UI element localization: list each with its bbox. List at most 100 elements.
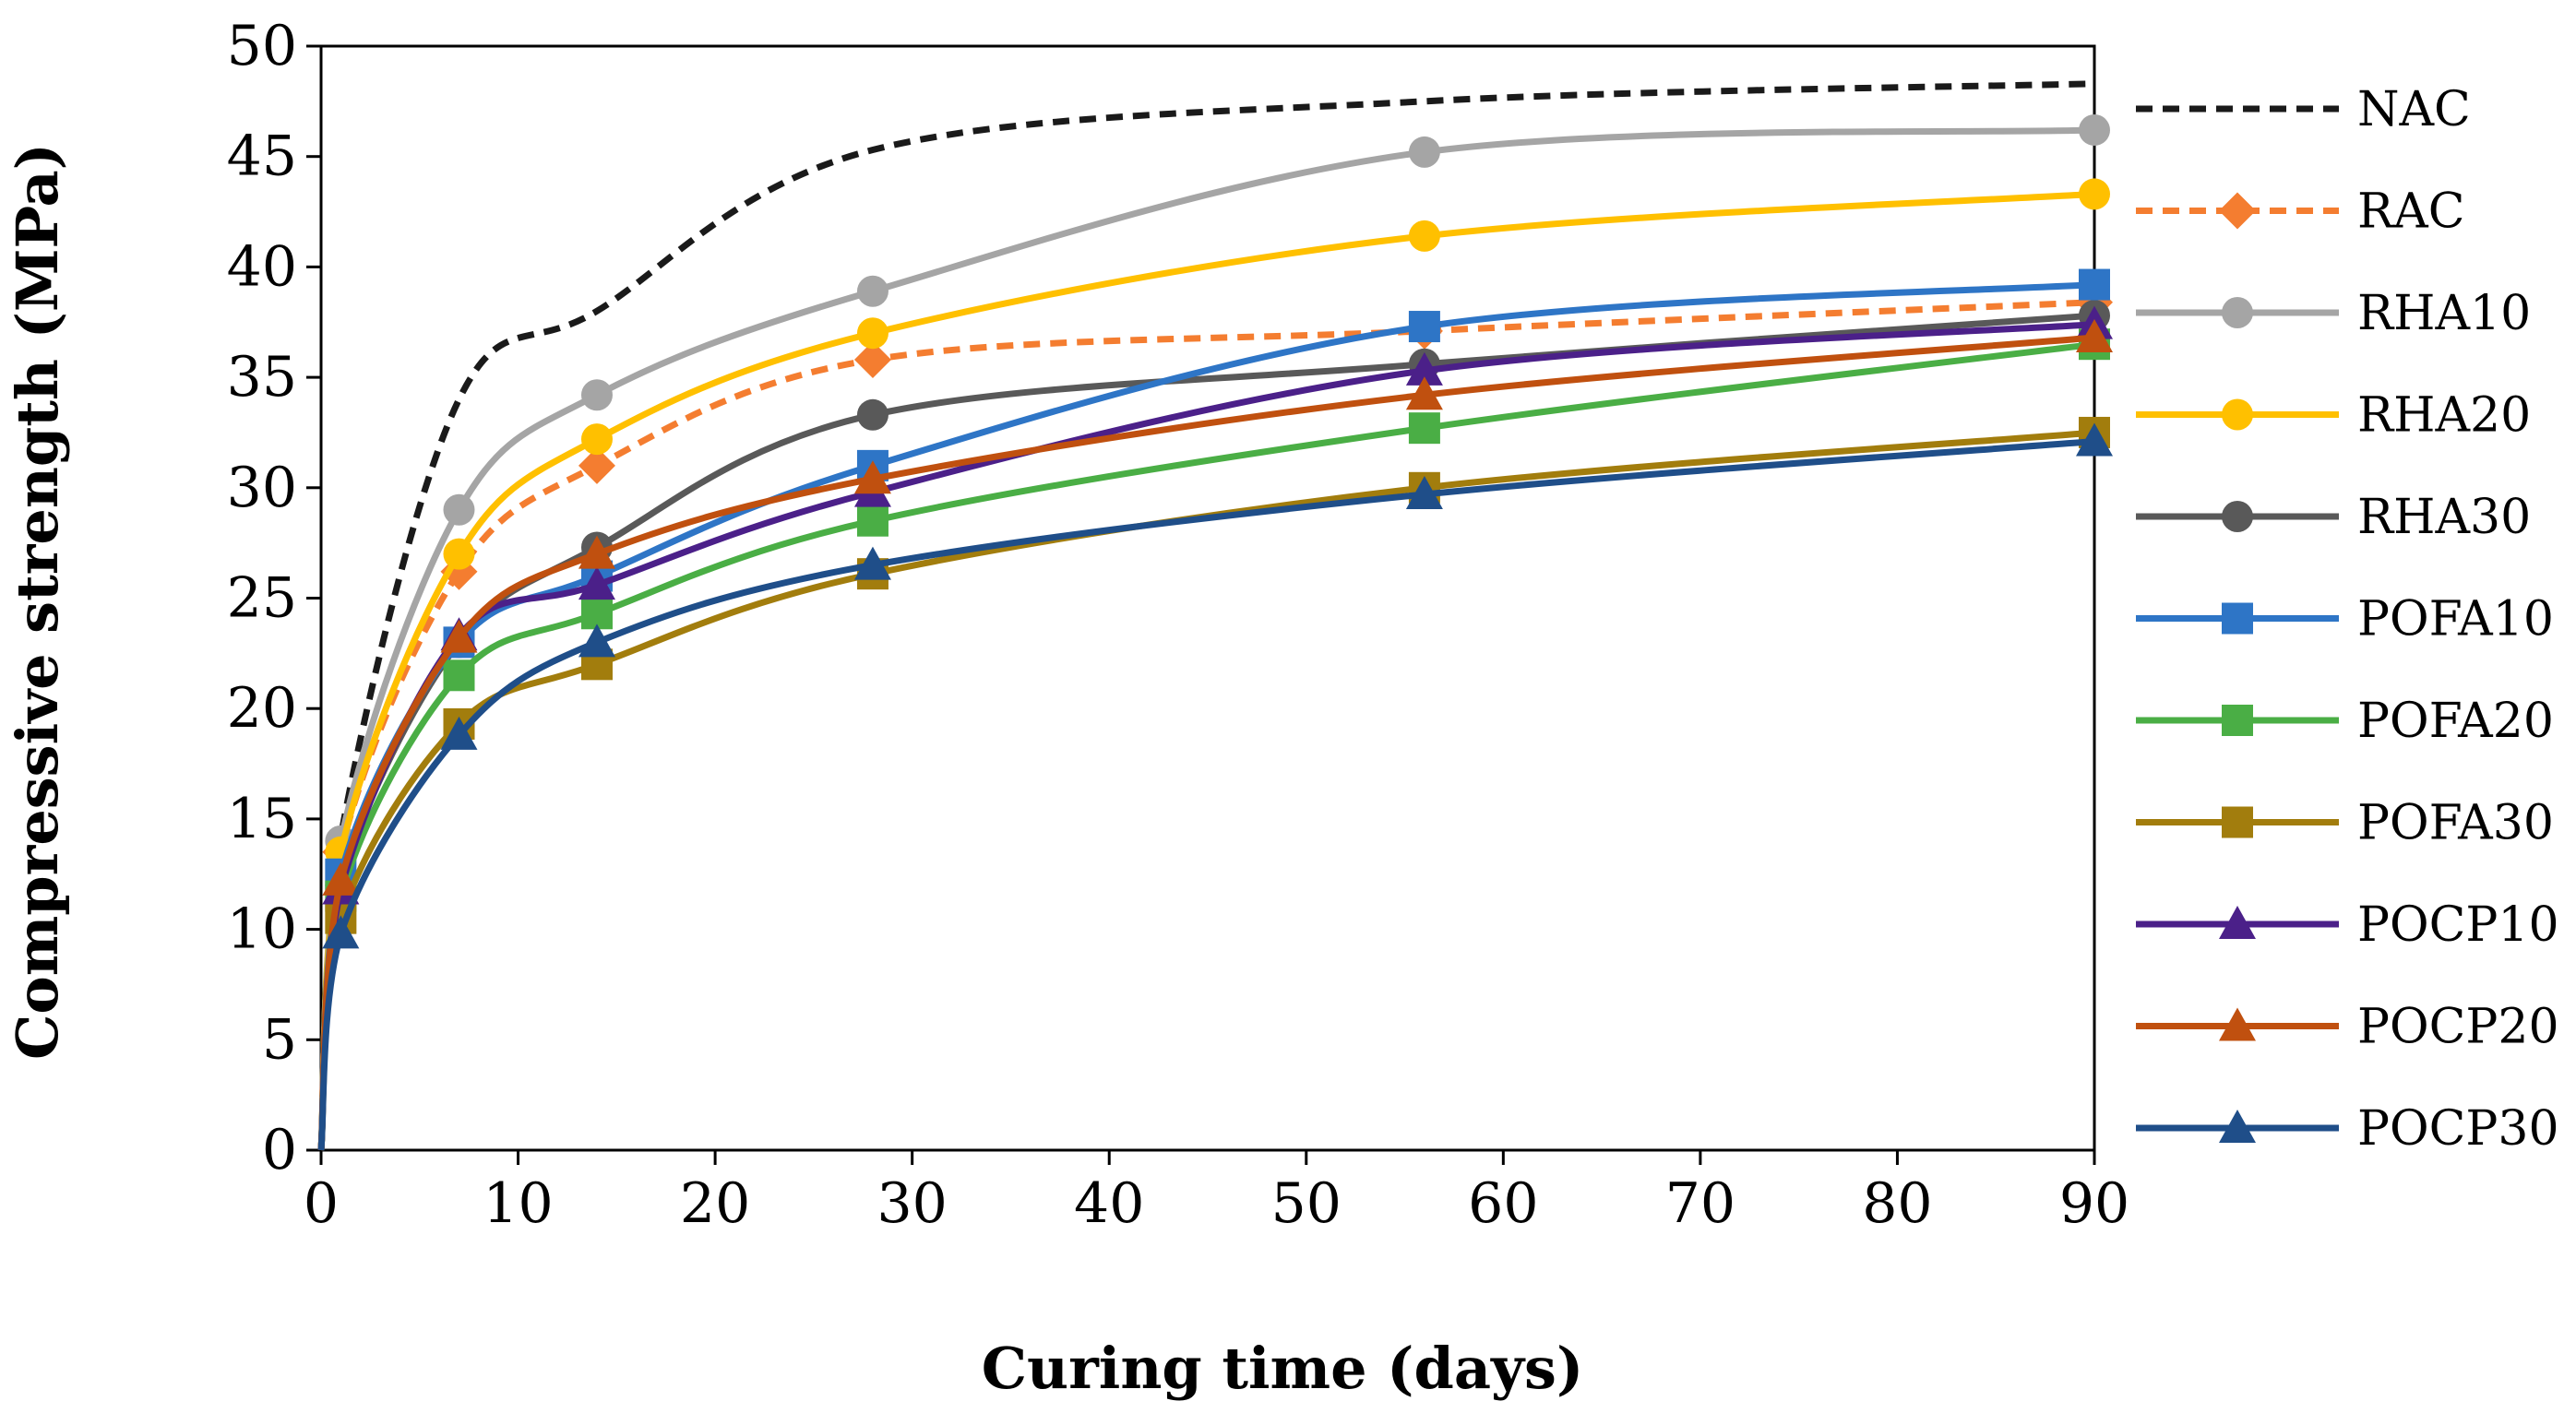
- data-point: [2079, 178, 2110, 210]
- legend-marker: [2222, 806, 2253, 838]
- y-tick-label: 15: [227, 787, 297, 851]
- x-tick-label: 90: [2059, 1171, 2129, 1236]
- data-point: [443, 659, 475, 692]
- legend-item-rha20: RHA20: [2136, 388, 2531, 444]
- data-point: [853, 340, 891, 378]
- y-axis: 0 5 10 15 20 25 30 35 40 45 50: [227, 14, 321, 1182]
- legend-item-rha10: RHA10: [2136, 286, 2531, 341]
- series-rha10: [317, 113, 2110, 1151]
- y-tick-label: 0: [262, 1118, 297, 1182]
- y-tick-label: 45: [227, 125, 297, 189]
- legend-item-pofa10: POFA10: [2136, 592, 2554, 647]
- legend-item-nac: NAC: [2136, 82, 2471, 137]
- x-tick-label: 70: [1665, 1171, 1735, 1236]
- legend-item-pocp10: POCP10: [2136, 897, 2559, 953]
- legend-label: NAC: [2357, 82, 2471, 137]
- y-tick-label: 10: [227, 897, 297, 962]
- series-line: [317, 80, 2095, 1151]
- legend-label: RHA20: [2357, 388, 2531, 444]
- legend-marker: [2222, 501, 2253, 532]
- legend-marker: [2222, 297, 2253, 328]
- legend-item-rha30: RHA30: [2136, 490, 2531, 545]
- data-point: [853, 546, 891, 580]
- y-axis-title: Compressive strength (MPa): [4, 143, 71, 1060]
- series-line: [317, 438, 2095, 1151]
- y-tick-label: 20: [227, 676, 297, 741]
- y-tick-label: 50: [227, 14, 297, 78]
- x-tick-label: 60: [1468, 1171, 1538, 1236]
- legend-label: POCP20: [2357, 1000, 2559, 1055]
- legend: NAC RAC RHA10 RHA20 RHA30 POFA10 POFA20 POFA30 P…: [2136, 82, 2559, 1157]
- series-pofa30: [317, 416, 2110, 1151]
- legend-marker: [2222, 602, 2253, 635]
- data-point: [2076, 319, 2113, 353]
- data-point: [1408, 412, 1440, 445]
- series-line: [317, 281, 2095, 1151]
- data-point: [578, 446, 615, 484]
- data-point: [1408, 136, 1440, 168]
- y-tick-label: 40: [227, 234, 297, 299]
- data-point: [440, 716, 478, 750]
- legend-item-rac: RAC: [2136, 184, 2465, 240]
- x-axis: 0 10 20 30 40 50 60 70 80 90: [304, 1150, 2129, 1236]
- series-rac: [317, 283, 2113, 1151]
- data-point: [2079, 268, 2110, 301]
- data-point: [2079, 113, 2110, 146]
- legend-item-pofa30: POFA30: [2136, 796, 2554, 851]
- data-point: [1405, 475, 1443, 509]
- legend-label: RHA30: [2357, 490, 2531, 545]
- x-tick-label: 10: [483, 1171, 553, 1236]
- x-tick-label: 30: [877, 1171, 947, 1236]
- series-line: [317, 334, 2095, 1151]
- data-point: [1405, 351, 1443, 386]
- legend-label: RHA10: [2357, 286, 2531, 341]
- data-point: [1405, 376, 1443, 410]
- legend-marker: [2222, 398, 2253, 431]
- x-tick-label: 50: [1271, 1171, 1342, 1236]
- legend-label: POFA30: [2357, 796, 2554, 851]
- y-tick-label: 5: [262, 1007, 297, 1072]
- legend-label: POCP10: [2357, 897, 2559, 953]
- data-point: [856, 275, 888, 307]
- series-line: [317, 126, 2095, 1151]
- data-point: [578, 623, 615, 658]
- y-tick-label: 25: [227, 566, 297, 631]
- data-point: [856, 505, 888, 537]
- x-tick-label: 40: [1074, 1171, 1144, 1236]
- y-tick-label: 35: [227, 345, 297, 410]
- legend-marker: [2222, 705, 2253, 736]
- series-nac: [317, 80, 2095, 1151]
- legend-label: POFA20: [2357, 694, 2554, 749]
- legend-marker: [2219, 906, 2256, 939]
- legend-label: POCP30: [2357, 1101, 2559, 1157]
- series-pocp20: [317, 319, 2113, 1151]
- data-point: [440, 619, 478, 653]
- data-point: [1408, 311, 1440, 343]
- data-point: [580, 423, 613, 456]
- legend-item-pocp20: POCP20: [2136, 1000, 2559, 1055]
- data-point: [322, 861, 360, 896]
- data-point: [443, 493, 475, 526]
- data-point: [1408, 220, 1440, 252]
- data-point: [853, 460, 891, 494]
- y-tick-label: 30: [227, 456, 297, 520]
- legend-marker: [2219, 1110, 2256, 1143]
- data-point: [2076, 422, 2113, 457]
- legend-marker: [2219, 192, 2256, 230]
- legend-label: RAC: [2357, 184, 2465, 240]
- series-layer: [317, 80, 2113, 1151]
- data-point: [856, 398, 888, 431]
- legend-item-pocp30: POCP30: [2136, 1101, 2559, 1157]
- x-tick-label: 20: [680, 1171, 750, 1236]
- legend-label: POFA10: [2357, 592, 2554, 647]
- legend-marker: [2219, 1007, 2256, 1041]
- data-point: [856, 317, 888, 350]
- legend-item-pofa20: POFA20: [2136, 694, 2554, 749]
- data-point: [578, 535, 615, 569]
- x-tick-label: 80: [1862, 1171, 1932, 1236]
- data-point: [580, 379, 613, 411]
- x-axis-title: Curing time (days): [982, 1335, 1584, 1402]
- x-tick-label: 0: [304, 1171, 339, 1236]
